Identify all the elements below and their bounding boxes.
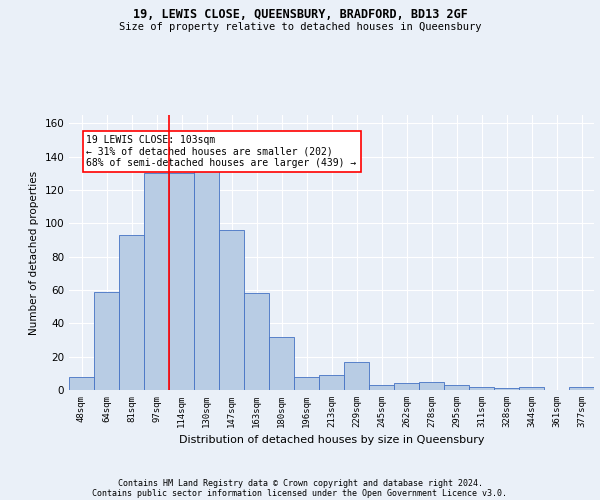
Text: 19 LEWIS CLOSE: 103sqm
← 31% of detached houses are smaller (202)
68% of semi-de: 19 LEWIS CLOSE: 103sqm ← 31% of detached… bbox=[86, 135, 357, 168]
X-axis label: Distribution of detached houses by size in Queensbury: Distribution of detached houses by size … bbox=[179, 436, 484, 446]
Bar bbox=[569, 386, 594, 390]
Bar bbox=[469, 386, 494, 390]
Bar bbox=[194, 170, 219, 390]
Bar bbox=[419, 382, 444, 390]
Text: Contains HM Land Registry data © Crown copyright and database right 2024.: Contains HM Land Registry data © Crown c… bbox=[118, 478, 482, 488]
Text: Size of property relative to detached houses in Queensbury: Size of property relative to detached ho… bbox=[119, 22, 481, 32]
Bar bbox=[394, 384, 419, 390]
Bar bbox=[119, 235, 144, 390]
Bar bbox=[494, 388, 519, 390]
Bar bbox=[519, 386, 544, 390]
Bar bbox=[69, 376, 94, 390]
Bar bbox=[169, 174, 194, 390]
Bar bbox=[319, 375, 344, 390]
Bar bbox=[144, 174, 169, 390]
Y-axis label: Number of detached properties: Number of detached properties bbox=[29, 170, 39, 334]
Bar bbox=[94, 292, 119, 390]
Bar bbox=[294, 376, 319, 390]
Bar bbox=[269, 336, 294, 390]
Bar bbox=[219, 230, 244, 390]
Bar bbox=[244, 294, 269, 390]
Bar bbox=[344, 362, 369, 390]
Bar bbox=[369, 385, 394, 390]
Bar bbox=[444, 385, 469, 390]
Text: Contains public sector information licensed under the Open Government Licence v3: Contains public sector information licen… bbox=[92, 488, 508, 498]
Text: 19, LEWIS CLOSE, QUEENSBURY, BRADFORD, BD13 2GF: 19, LEWIS CLOSE, QUEENSBURY, BRADFORD, B… bbox=[133, 8, 467, 20]
